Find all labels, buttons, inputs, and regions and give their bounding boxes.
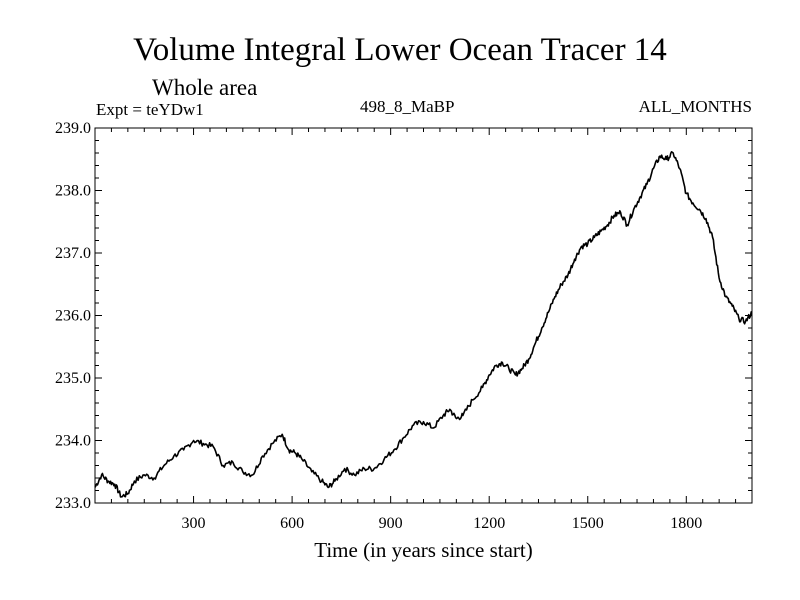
y-tick-label: 233.0: [55, 495, 91, 512]
x-tick-label: 1200: [473, 515, 505, 532]
x-tick-label: 900: [379, 515, 403, 532]
plot-frame: [94, 127, 753, 504]
period-label: 498_8_MaBP: [360, 97, 455, 116]
tick-marks: [95, 128, 752, 503]
y-tick-label: 237.0: [55, 245, 91, 262]
y-tick-label: 235.0: [55, 370, 91, 387]
tick-labels: 300 600 900 1200 1500 1800 233.0 234.0 235.0 236.…: [55, 120, 702, 532]
experiment-label: Expt = teYDw1: [96, 100, 204, 119]
months-label: ALL_MONTHS: [638, 97, 752, 116]
series-line: [94, 151, 753, 498]
x-tick-label: 1500: [572, 515, 604, 532]
y-tick-label: 234.0: [55, 433, 91, 450]
series-layer: [94, 151, 753, 498]
y-tick-label: 238.0: [55, 183, 91, 200]
chart-subtitle: Whole area: [152, 75, 258, 100]
y-tick-label: 239.0: [55, 120, 91, 137]
x-axis-label: Time (in years since start): [314, 538, 533, 562]
chart-title: Volume Integral Lower Ocean Tracer 14: [133, 32, 667, 68]
x-tick-label: 600: [280, 515, 304, 532]
y-tick-label: 236.0: [55, 308, 91, 325]
x-tick-label: 300: [182, 515, 206, 532]
x-tick-label: 1800: [670, 515, 702, 532]
